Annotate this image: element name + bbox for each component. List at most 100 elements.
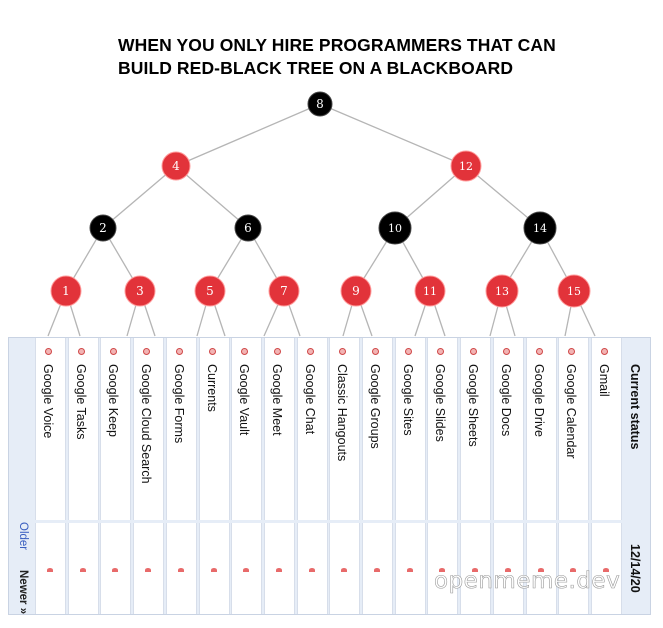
tree-node-4: 4 xyxy=(161,151,191,181)
incident-dot-icon[interactable] xyxy=(276,568,282,572)
service-name[interactable]: Google Calendar xyxy=(564,364,578,459)
service-column xyxy=(100,338,131,520)
service-name[interactable]: Google Sites xyxy=(401,364,415,436)
red-black-tree: 84 122 6 10 141 3 5 7 9 11 13 15 xyxy=(47,91,596,337)
incident-dot-icon[interactable] xyxy=(439,568,445,572)
tree-node-label: 3 xyxy=(136,284,144,298)
service-column xyxy=(199,338,230,520)
incident-dot-icon[interactable] xyxy=(603,568,609,572)
incident-dot-icon[interactable] xyxy=(112,568,118,572)
incident-dot-icon[interactable] xyxy=(309,568,315,572)
status-cell[interactable] xyxy=(35,523,66,614)
incident-dot-icon[interactable] xyxy=(211,568,217,572)
tree-node-label: 11 xyxy=(423,285,437,298)
service-name[interactable]: Google Slides xyxy=(433,364,447,442)
tree-node-label: 15 xyxy=(567,285,581,298)
service-column xyxy=(427,338,458,520)
service-name[interactable]: Classic Hangouts xyxy=(335,364,349,462)
service-name[interactable]: Google Forms xyxy=(172,364,186,444)
service-column xyxy=(558,338,589,520)
caption-line-1: WHEN YOU ONLY HIRE PROGRAMMERS THAT CAN xyxy=(118,35,556,55)
service-name[interactable]: Google Tasks xyxy=(74,364,88,440)
status-dot-icon xyxy=(601,348,608,355)
incident-dot-icon[interactable] xyxy=(341,568,347,572)
status-cell[interactable] xyxy=(199,523,230,614)
status-dot-icon xyxy=(405,348,412,355)
tree-node-label: 12 xyxy=(459,160,473,173)
service-name[interactable]: Google Chat xyxy=(303,364,317,435)
tree-node-circle xyxy=(89,214,117,242)
tree-edge xyxy=(175,165,249,229)
status-dot-icon xyxy=(470,348,477,355)
tree-node-circle xyxy=(268,275,300,307)
older-link[interactable]: Older xyxy=(17,522,29,551)
tree-node-circle xyxy=(234,214,262,242)
tree-node-label: 6 xyxy=(244,221,252,235)
status-dot-icon xyxy=(437,348,444,355)
service-status-table: Current status 12/14/20 Older Newer » Go… xyxy=(8,337,651,615)
tree-node-15: 15 xyxy=(557,274,591,308)
tree-node-circle xyxy=(307,91,333,117)
tree-node-label: 9 xyxy=(352,284,360,298)
status-dot-icon xyxy=(78,348,85,355)
service-name[interactable]: Currents xyxy=(205,364,219,412)
tree-node-8: 8 xyxy=(307,91,333,117)
service-column xyxy=(264,338,295,520)
incident-dot-icon[interactable] xyxy=(570,568,576,572)
service-column xyxy=(231,338,262,520)
tree-node-label: 2 xyxy=(99,221,107,235)
tree-node-label: 8 xyxy=(316,97,324,111)
incident-dot-icon[interactable] xyxy=(407,568,413,572)
tree-node-9: 9 xyxy=(340,275,372,307)
service-column xyxy=(166,338,197,520)
service-column xyxy=(133,338,164,520)
service-column xyxy=(591,338,622,520)
service-column xyxy=(493,338,524,520)
status-dot-icon xyxy=(568,348,575,355)
incident-dot-icon[interactable] xyxy=(243,568,249,572)
tree-node-circle xyxy=(485,274,519,308)
tree-node-circle xyxy=(124,275,156,307)
tree-node-6: 6 xyxy=(234,214,262,242)
service-name[interactable]: Google Voice xyxy=(41,364,55,439)
service-name[interactable]: Google Drive xyxy=(532,364,546,437)
service-column xyxy=(395,338,426,520)
service-column xyxy=(297,338,328,520)
tree-node-circle xyxy=(557,274,591,308)
service-name[interactable]: Gmail xyxy=(597,364,611,397)
service-name[interactable]: Google Sheets xyxy=(466,364,480,447)
newer-link[interactable]: Newer » xyxy=(17,570,29,615)
service-name[interactable]: Google Docs xyxy=(499,364,513,437)
tree-node-label: 4 xyxy=(172,159,180,173)
tree-node-circle xyxy=(340,275,372,307)
status-dot-icon xyxy=(241,348,248,355)
service-name[interactable]: Google Keep xyxy=(106,364,120,437)
tree-node-label: 14 xyxy=(533,222,547,235)
service-name[interactable]: Google Groups xyxy=(368,364,382,449)
service-name[interactable]: Google Cloud Search xyxy=(139,364,153,484)
incident-dot-icon[interactable] xyxy=(47,568,53,572)
incident-dot-icon[interactable] xyxy=(145,568,151,572)
tree-node-circle xyxy=(523,211,557,245)
tree-node-label: 13 xyxy=(495,285,509,298)
service-name[interactable]: Google Meet xyxy=(270,364,284,436)
status-dot-icon xyxy=(274,348,281,355)
tree-node-circle xyxy=(378,211,412,245)
service-name[interactable]: Google Vault xyxy=(237,364,251,436)
incident-dot-icon[interactable] xyxy=(472,568,478,572)
status-dot-icon xyxy=(307,348,314,355)
status-dot-icon xyxy=(372,348,379,355)
incident-dot-icon[interactable] xyxy=(80,568,86,572)
incident-dot-icon[interactable] xyxy=(178,568,184,572)
service-column xyxy=(362,338,393,520)
tree-node-label: 7 xyxy=(280,284,288,298)
tree-node-13: 13 xyxy=(485,274,519,308)
tree-node-10: 10 xyxy=(378,211,412,245)
status-dot-icon xyxy=(143,348,150,355)
incident-dot-icon[interactable] xyxy=(538,568,544,572)
status-dot-icon xyxy=(536,348,543,355)
incident-dot-icon[interactable] xyxy=(505,568,511,572)
incident-dot-icon[interactable] xyxy=(374,568,380,572)
tree-node-circle xyxy=(194,275,226,307)
status-dot-icon xyxy=(110,348,117,355)
